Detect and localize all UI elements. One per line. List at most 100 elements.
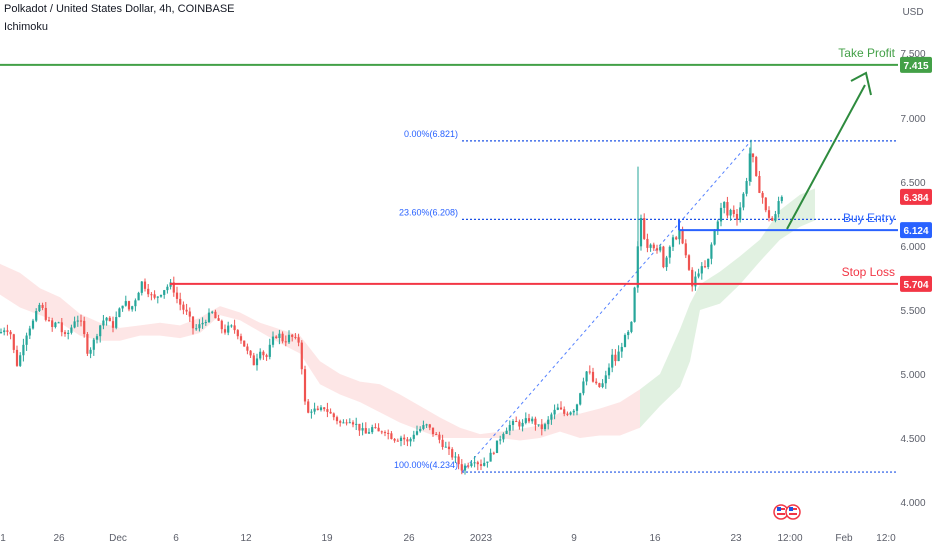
candle-body [588, 371, 591, 373]
candle-body [6, 330, 9, 332]
candle-body [479, 464, 483, 466]
candle-body [294, 336, 297, 338]
x-tick-label: Dec [109, 533, 127, 544]
candle-body [233, 325, 236, 331]
candle-body [230, 325, 233, 327]
candle-body [51, 320, 54, 328]
candle-body [511, 421, 515, 425]
flag-canton [789, 507, 793, 511]
candle-body [467, 465, 470, 467]
candle-body [582, 381, 585, 394]
candle-body [0, 332, 3, 334]
cloud-segment [320, 361, 340, 395]
cloud-segment [560, 412, 580, 438]
cloud-segment [800, 188, 815, 227]
candle-body [543, 424, 547, 430]
y-tick-label: 7.500 [900, 49, 925, 60]
currency-badges [773, 504, 801, 520]
candle-body [515, 421, 518, 423]
candle-body [15, 349, 19, 366]
candle-body [627, 331, 630, 336]
cloud-segment [240, 312, 260, 332]
candle-body [662, 246, 665, 268]
candle-body [649, 244, 652, 248]
candle-body [396, 440, 399, 442]
candle-body [105, 317, 108, 321]
candle-body [134, 300, 137, 307]
candle-body [534, 418, 537, 425]
y-tick-label: 6.000 [900, 242, 925, 253]
candle-body [473, 462, 476, 464]
candle-body [441, 439, 444, 447]
candle-body [159, 294, 163, 297]
candle-body [220, 320, 223, 330]
arrow-shaft [786, 84, 866, 230]
candle-body [633, 287, 636, 322]
candle-body [243, 340, 246, 347]
candle-body [358, 423, 361, 431]
candle-body [739, 207, 742, 220]
candle-body [419, 428, 422, 432]
candle-body [652, 244, 655, 249]
candle-body [217, 318, 220, 321]
candle-body [521, 422, 524, 427]
candle-body [47, 319, 51, 321]
candle-body [342, 422, 345, 424]
level-label: Buy Entry [843, 211, 895, 225]
candle-body [492, 452, 495, 454]
candle-body [227, 325, 230, 333]
candle-body [742, 193, 745, 208]
candle-body [265, 355, 268, 357]
y-tick-label: 5.500 [900, 306, 925, 317]
last-price-box [900, 188, 932, 205]
candle-body [371, 427, 374, 433]
candle-body [595, 381, 598, 384]
candle-body [659, 246, 662, 251]
candle-body [377, 427, 380, 432]
candle-body [691, 269, 694, 287]
fib-level-label: 23.60%(6.208) [399, 207, 458, 217]
candle-body [601, 383, 604, 387]
candle-body [191, 316, 195, 329]
candle-body [124, 301, 127, 306]
candle-body [127, 301, 131, 310]
candle-body [451, 449, 454, 458]
x-tick-label: Feb [835, 533, 853, 544]
candle-body [204, 322, 207, 324]
candle-body [300, 342, 303, 370]
candle-body [591, 371, 595, 382]
candle-body [553, 409, 556, 415]
candle-body [281, 333, 284, 342]
candle-body [422, 425, 425, 429]
candle-body [547, 419, 550, 425]
candle-body [374, 427, 377, 429]
candle-body [579, 393, 582, 405]
cloud-segment [640, 374, 660, 428]
candle-body [767, 210, 771, 218]
candle-body [569, 412, 572, 415]
candle-body [719, 207, 723, 222]
candle-body [364, 428, 367, 434]
candle-body [729, 209, 732, 216]
candle-body [572, 410, 575, 413]
candle-body [454, 456, 457, 458]
candle-body [457, 456, 460, 465]
cloud-segment [400, 394, 420, 431]
candle-body [268, 344, 271, 357]
arrow-head [850, 71, 872, 96]
cloud-segment [660, 329, 680, 406]
x-tick-label: 12 [240, 533, 252, 544]
candle-body [79, 320, 83, 322]
cloud-segment [100, 322, 120, 341]
candle-body [550, 414, 553, 420]
candle-body [415, 431, 419, 435]
candle-body [99, 325, 102, 337]
candle-body [121, 305, 124, 309]
candle-body [406, 439, 409, 442]
candle-body [291, 334, 294, 337]
candle-body [67, 332, 70, 334]
candle-body [460, 464, 463, 471]
candle-body [383, 432, 387, 434]
x-tick-label: 23 [730, 533, 742, 544]
